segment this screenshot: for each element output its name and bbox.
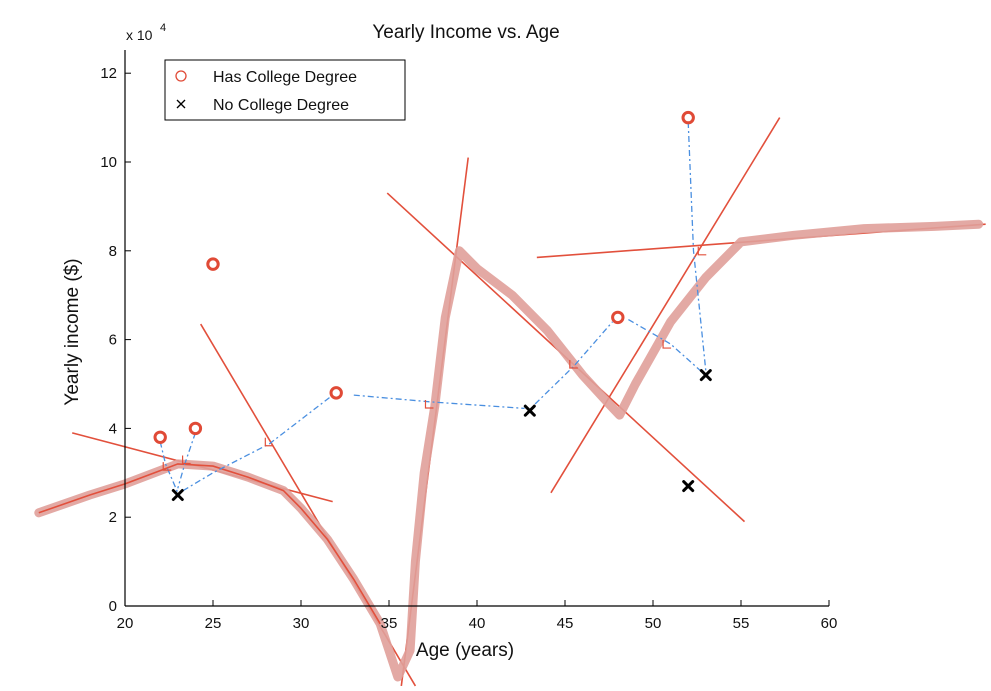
y-tick-label: 10 <box>100 154 117 171</box>
y-tick-label: 6 <box>109 332 117 349</box>
right-angle-marker <box>662 340 672 349</box>
y-axis-label: Yearly income ($) <box>62 258 83 405</box>
fitted-curve-core <box>38 463 381 625</box>
projection-path <box>687 121 707 371</box>
x-axis-label: Age (years) <box>416 640 514 661</box>
projection-path <box>353 394 525 410</box>
college-point <box>206 257 220 271</box>
y-tick-label: 0 <box>109 598 117 615</box>
right-angle-marker <box>569 360 578 369</box>
x-tick-label: 40 <box>469 615 486 632</box>
y-ticks: 0 2 4 6 8 10 12 <box>100 65 131 615</box>
fitted-curve <box>34 219 984 682</box>
college-point <box>611 310 625 325</box>
y-tick-label: 4 <box>109 420 117 437</box>
curve-layer <box>34 219 984 682</box>
y-tick-label: 2 <box>109 509 117 526</box>
x-tick-label: 45 <box>557 615 574 632</box>
point-layer <box>153 110 712 501</box>
y-tick-label: 8 <box>109 243 117 260</box>
right-angle-marker <box>162 462 172 471</box>
y-exponent: x 10 4 <box>126 22 166 43</box>
y-exponent-base: x 10 <box>126 27 153 43</box>
x-tick-label: 30 <box>293 615 310 632</box>
legend-circle-marker <box>175 70 187 82</box>
projection-path <box>159 441 179 494</box>
x-tick-label: 20 <box>117 615 134 632</box>
college-point <box>153 430 167 444</box>
projection-path <box>182 394 334 492</box>
chart-title: Yearly Income vs. Age <box>372 22 559 43</box>
fit-layer <box>71 117 986 687</box>
no-college-point <box>682 480 695 493</box>
x-tick-label: 25 <box>205 615 222 632</box>
x-tick-label: 50 <box>645 615 662 632</box>
x-tick-label: 35 <box>381 615 398 632</box>
no-college-point <box>699 369 712 382</box>
no-college-point <box>523 404 536 417</box>
y-exponent-power: 4 <box>160 22 166 34</box>
legend: Has College Degree No College Degree <box>164 59 406 121</box>
legend-label-college: Has College Degree <box>213 69 357 86</box>
college-point <box>329 386 343 400</box>
y-tick-label: 12 <box>100 65 117 82</box>
projection-layer <box>159 121 707 494</box>
college-point <box>681 110 695 125</box>
x-tick-label: 60 <box>821 615 838 632</box>
legend-label-no-college: No College Degree <box>213 97 349 114</box>
projection-path <box>628 319 701 372</box>
right-angle-marker <box>182 455 191 465</box>
x-tick-label: 55 <box>733 615 750 632</box>
right-angle-marker <box>424 399 434 409</box>
legend-x-marker <box>176 99 186 109</box>
no-college-point <box>171 489 184 501</box>
legend-box <box>164 59 406 121</box>
right-angle-marker <box>264 437 274 447</box>
axes: 20 25 30 35 40 45 50 55 60 0 2 4 6 8 10 12 <box>100 50 837 632</box>
right-angle-marker <box>697 246 707 256</box>
projection-path <box>534 321 613 405</box>
fit-line <box>550 117 781 494</box>
college-point <box>188 421 203 436</box>
x-ticks: 20 25 30 35 40 45 50 55 60 <box>117 600 838 632</box>
